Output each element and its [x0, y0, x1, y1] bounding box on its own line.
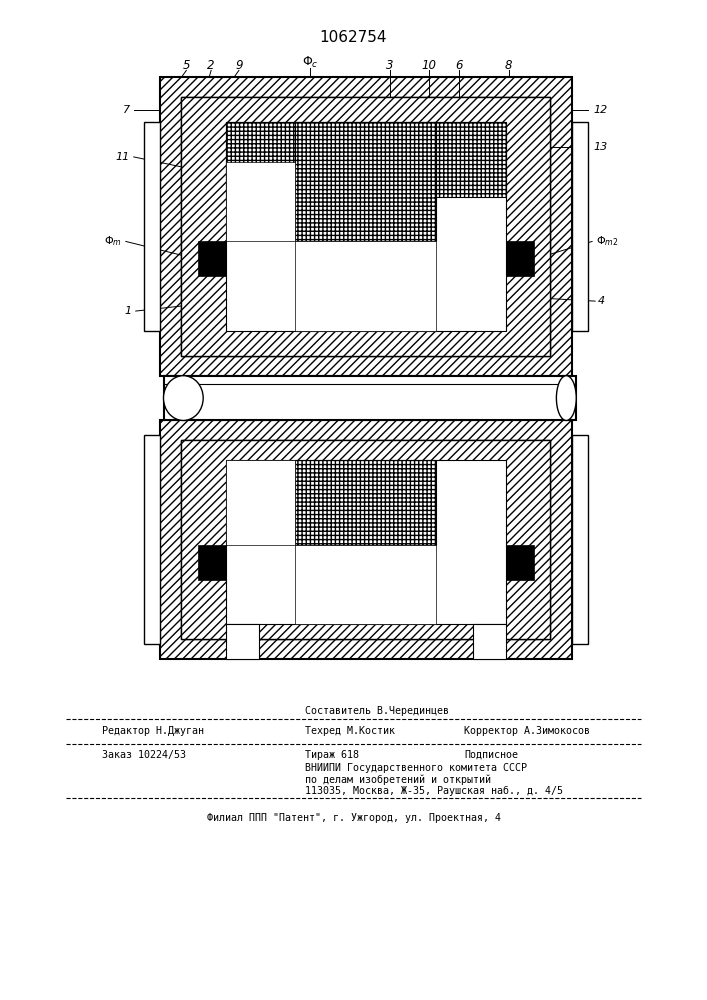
Bar [226, 122, 506, 331]
Text: NS: NS [244, 197, 257, 207]
Bar [473, 624, 506, 659]
Bar [198, 241, 226, 276]
Bar [226, 624, 259, 659]
Text: 2: 2 [207, 59, 215, 72]
Bar [160, 77, 572, 376]
Text: $\Phi_m$: $\Phi_m$ [104, 235, 122, 248]
Bar [144, 435, 160, 644]
Ellipse shape [163, 376, 203, 420]
Bar [160, 420, 572, 659]
Bar [182, 440, 551, 639]
Bar [296, 545, 436, 624]
Bar [163, 376, 576, 420]
Bar [226, 460, 296, 545]
Text: $\Phi_{m2}$: $\Phi_{m2}$ [596, 235, 619, 248]
Text: 10: 10 [422, 59, 437, 72]
Bar [296, 460, 436, 545]
Text: 5: 5 [182, 59, 190, 72]
Ellipse shape [556, 376, 576, 420]
Text: 3: 3 [386, 59, 394, 72]
Text: Редактор Н.Джуган: Редактор Н.Джуган [102, 726, 204, 736]
Text: по делам изобретений и открытий: по делам изобретений и открытий [305, 774, 491, 785]
Text: 9: 9 [235, 59, 243, 72]
Text: 13: 13 [593, 142, 607, 152]
Text: Корректор А.Зимокосов: Корректор А.Зимокосов [464, 726, 590, 736]
Bar [198, 545, 226, 580]
Text: 11: 11 [115, 152, 130, 162]
Text: Филиал ППП "Патент", г. Ужгород, ул. Проектная, 4: Филиал ППП "Патент", г. Ужгород, ул. Про… [207, 813, 501, 823]
Text: Составитель В.Черединцев: Составитель В.Черединцев [305, 706, 450, 716]
Text: ВНИИПИ Государственного комитета СССР: ВНИИПИ Государственного комитета СССР [305, 763, 527, 773]
Text: $\Phi_c$: $\Phi_c$ [302, 55, 319, 70]
Bar [182, 97, 551, 356]
Bar [572, 122, 588, 331]
Text: 6: 6 [455, 59, 463, 72]
Bar [506, 545, 534, 580]
Bar [226, 162, 296, 241]
Text: Подписное: Подписное [464, 750, 518, 760]
Bar [296, 241, 436, 331]
Bar [506, 241, 534, 276]
Text: 7: 7 [122, 105, 130, 115]
Bar [226, 460, 506, 624]
Text: 8: 8 [505, 59, 513, 72]
Text: NS: NS [300, 197, 313, 207]
Text: 1062754: 1062754 [320, 30, 387, 45]
Bar [226, 122, 506, 197]
Text: 12: 12 [593, 105, 607, 115]
Bar [182, 440, 551, 639]
Bar [296, 122, 436, 241]
Text: Техред М.Костик: Техред М.Костик [305, 726, 395, 736]
Text: 4: 4 [598, 296, 605, 306]
Bar [182, 97, 551, 356]
Text: Заказ 10224/53: Заказ 10224/53 [102, 750, 186, 760]
Bar [572, 435, 588, 644]
Text: 1: 1 [124, 306, 132, 316]
Text: 113035, Москва, Ж-35, Раушская наб., д. 4/5: 113035, Москва, Ж-35, Раушская наб., д. … [305, 786, 563, 796]
Text: Тираж 618: Тираж 618 [305, 750, 359, 760]
Bar [144, 122, 160, 331]
